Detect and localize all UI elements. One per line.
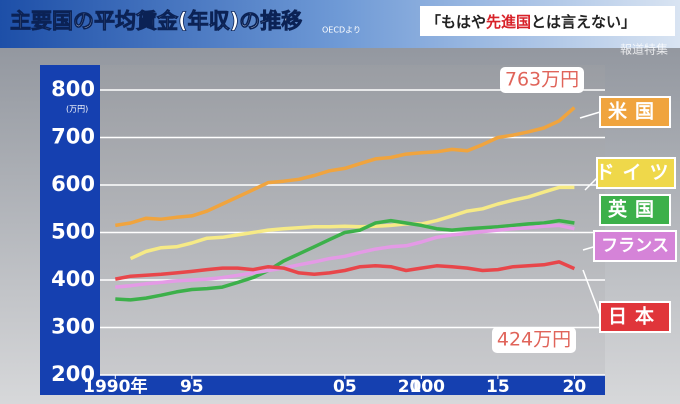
legend-box [599, 96, 671, 128]
headline: 「もはや先進国とは言えない」 [426, 13, 636, 31]
connector [579, 111, 601, 119]
callout: 424万円 [497, 329, 571, 351]
callout-box [492, 327, 576, 353]
legend-label: フランス [601, 236, 669, 256]
y-tick-label: 400 [51, 267, 95, 291]
y-tick-label: 200 [51, 362, 95, 386]
x-tick-label: 1990年 [83, 376, 147, 397]
legend-label: ドイツ [595, 162, 676, 184]
x-tick-label: 15 [486, 377, 510, 397]
legend-box [599, 301, 671, 333]
x-tick-label: 20 [563, 377, 587, 397]
callout-box [500, 67, 584, 93]
y-tick-label: 300 [51, 315, 95, 339]
legend-label: 日本 [608, 305, 662, 328]
title: 主要国の平均賃金(年収)の推移 [10, 9, 302, 33]
legend-box [596, 157, 676, 189]
headline-box [420, 6, 675, 36]
series-line [114, 260, 576, 281]
series-line [129, 185, 575, 261]
y-tick-label: 700 [51, 125, 95, 149]
y-tick-label: 500 [51, 220, 95, 244]
headline-part: 先進国 [486, 13, 531, 31]
headline-part: とは言えない」 [531, 13, 636, 31]
y-tick-label: 800 [51, 77, 95, 101]
y-unit: (万円) [66, 105, 88, 114]
legend-box [599, 194, 671, 226]
headline-part: 「もはや [426, 13, 486, 31]
y-axis-band [40, 65, 100, 395]
series-line [115, 106, 576, 228]
legend-box [593, 230, 677, 262]
callout: 763万円 [505, 69, 579, 91]
x-tick-label: 05 [333, 377, 357, 397]
series-line [115, 223, 575, 289]
legend-label: 米国 [608, 100, 662, 123]
x-tick-label: 95 [180, 377, 204, 397]
series-line [115, 218, 575, 302]
legend-label: 英国 [608, 198, 662, 221]
x-tick-label: 2000 [398, 377, 445, 397]
source: OECDより [322, 26, 361, 35]
plot-area [100, 65, 605, 375]
x-axis-band [40, 375, 605, 395]
x-tick-label: 10 [410, 377, 434, 397]
watermark: 報道特集 [620, 42, 668, 57]
y-tick-label: 600 [51, 172, 95, 196]
connector [582, 269, 601, 316]
